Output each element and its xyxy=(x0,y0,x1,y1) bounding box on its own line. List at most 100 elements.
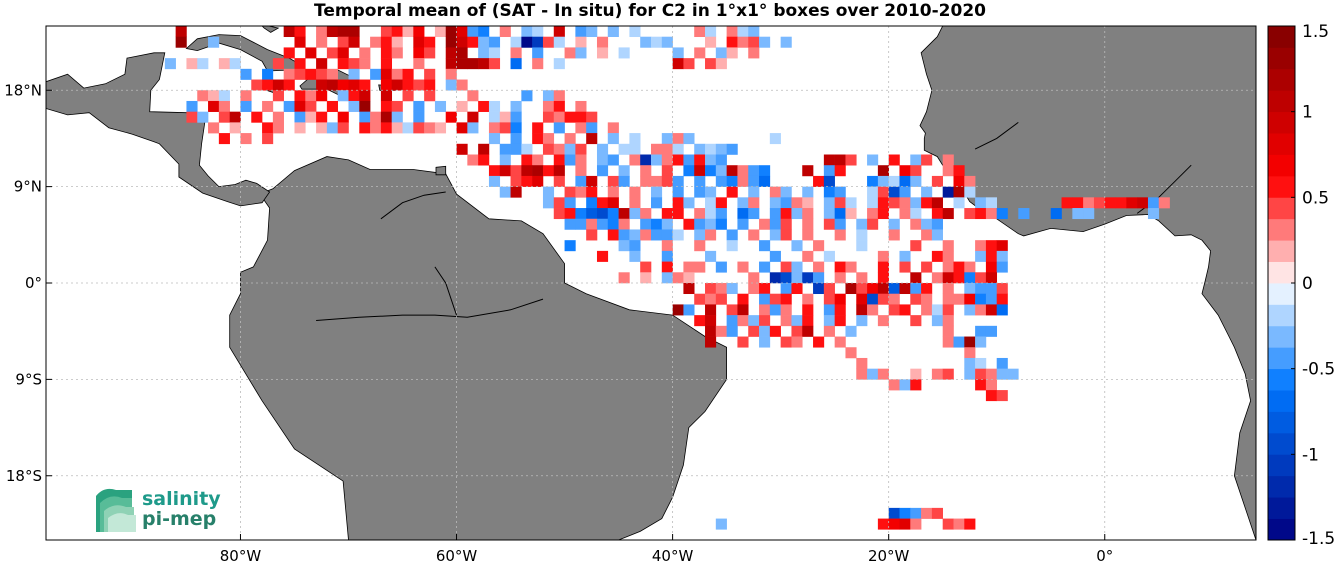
cell-10 xyxy=(391,26,403,38)
cell-394 xyxy=(823,197,835,209)
cell-5 xyxy=(316,26,328,38)
cell-347 xyxy=(953,175,965,187)
x-tick-label-2: 40°W xyxy=(652,547,694,564)
cell-271 xyxy=(564,154,576,166)
cell-74 xyxy=(510,47,522,59)
cell-226 xyxy=(532,122,544,134)
cell-653 xyxy=(942,315,954,327)
cell-451 xyxy=(1050,208,1062,220)
cell-671 xyxy=(791,336,803,348)
central-america-landmass xyxy=(46,52,271,207)
colorbar-segment-14 xyxy=(1268,218,1295,241)
cell-416 xyxy=(1158,197,1170,209)
cell-485 xyxy=(640,229,652,241)
cell-699 xyxy=(985,379,998,391)
cell-121 xyxy=(402,68,414,80)
cell-206 xyxy=(229,122,241,134)
cell-595 xyxy=(705,293,717,305)
cell-227 xyxy=(553,122,565,134)
cell-455 xyxy=(564,218,576,230)
cell-477 xyxy=(888,218,900,230)
cell-482 xyxy=(607,229,619,241)
cell-318 xyxy=(942,165,954,177)
colorbar-segment-9 xyxy=(1268,325,1295,348)
cell-484 xyxy=(629,229,641,241)
cell-435 xyxy=(791,208,803,220)
cell-655 xyxy=(715,325,727,337)
cell-93 xyxy=(337,58,349,70)
cell-412 xyxy=(1115,197,1127,209)
cell-51 xyxy=(596,36,609,48)
cell-693 xyxy=(996,368,1008,380)
cell-531 xyxy=(661,261,673,273)
cell-119 xyxy=(380,68,393,80)
cell-329 xyxy=(640,175,652,187)
cell-376 xyxy=(542,197,555,209)
colorbar-segment-2 xyxy=(1268,475,1295,498)
cell-516 xyxy=(596,250,609,262)
cell-205 xyxy=(208,122,220,134)
cell-673 xyxy=(834,336,846,348)
cell-560 xyxy=(813,272,825,284)
cell-299 xyxy=(575,165,587,177)
cell-558 xyxy=(791,272,803,284)
colorbar-segment-20 xyxy=(1268,90,1295,113)
cell-676 xyxy=(964,336,976,348)
cell-92 xyxy=(316,58,328,70)
cell-344 xyxy=(899,175,911,187)
cell-542 xyxy=(877,261,889,273)
cell-598 xyxy=(759,293,771,305)
cell-47 xyxy=(532,36,544,48)
cell-391 xyxy=(780,197,792,209)
cell-426 xyxy=(661,208,673,220)
cell-358 xyxy=(672,186,684,198)
cell-158 xyxy=(186,100,198,112)
cell-137 xyxy=(424,79,436,91)
cell-687 xyxy=(910,368,922,380)
cell-620 xyxy=(737,304,749,316)
cell-593 xyxy=(996,283,1008,295)
cell-589 xyxy=(942,283,954,295)
cell-535 xyxy=(737,261,749,273)
cell-669 xyxy=(759,336,771,348)
cell-236 xyxy=(532,133,544,145)
cell-313 xyxy=(823,165,835,177)
cell-292 xyxy=(488,165,501,177)
cell-345 xyxy=(910,175,922,187)
cell-275 xyxy=(629,154,641,166)
cell-230 xyxy=(607,122,619,134)
logo-text-line2: pi-mep xyxy=(142,508,216,530)
cell-425 xyxy=(640,208,652,220)
cell-36 xyxy=(380,36,393,48)
cell-196 xyxy=(467,111,479,123)
cell-472 xyxy=(802,218,814,230)
cell-63 xyxy=(326,47,338,59)
cell-356 xyxy=(629,186,641,198)
river-line-0 xyxy=(316,298,544,321)
cell-549 xyxy=(996,261,1008,273)
cell-162 xyxy=(262,100,274,112)
cell-120 xyxy=(391,68,403,80)
cell-624 xyxy=(802,304,814,316)
cell-75 xyxy=(532,47,544,59)
cell-173 xyxy=(456,100,468,112)
cell-160 xyxy=(218,100,230,112)
cell-697 xyxy=(910,379,922,391)
cell-66 xyxy=(380,47,393,59)
colorbar-segment-4 xyxy=(1268,432,1295,455)
cell-330 xyxy=(651,175,663,187)
cell-187 xyxy=(305,111,317,123)
cell-166 xyxy=(326,100,338,112)
cell-368 xyxy=(867,186,879,198)
cell-270 xyxy=(553,154,565,166)
cell-233 xyxy=(262,133,274,145)
cell-112 xyxy=(283,68,295,80)
cell-605 xyxy=(867,293,879,305)
cell-258 xyxy=(651,143,663,155)
colorbar-tick-label-5: -1 xyxy=(1302,445,1319,465)
cell-150 xyxy=(359,90,371,102)
cell-310 xyxy=(748,165,760,177)
river-line-1 xyxy=(434,266,457,316)
cell-464 xyxy=(683,218,695,230)
cell-599 xyxy=(769,293,781,305)
